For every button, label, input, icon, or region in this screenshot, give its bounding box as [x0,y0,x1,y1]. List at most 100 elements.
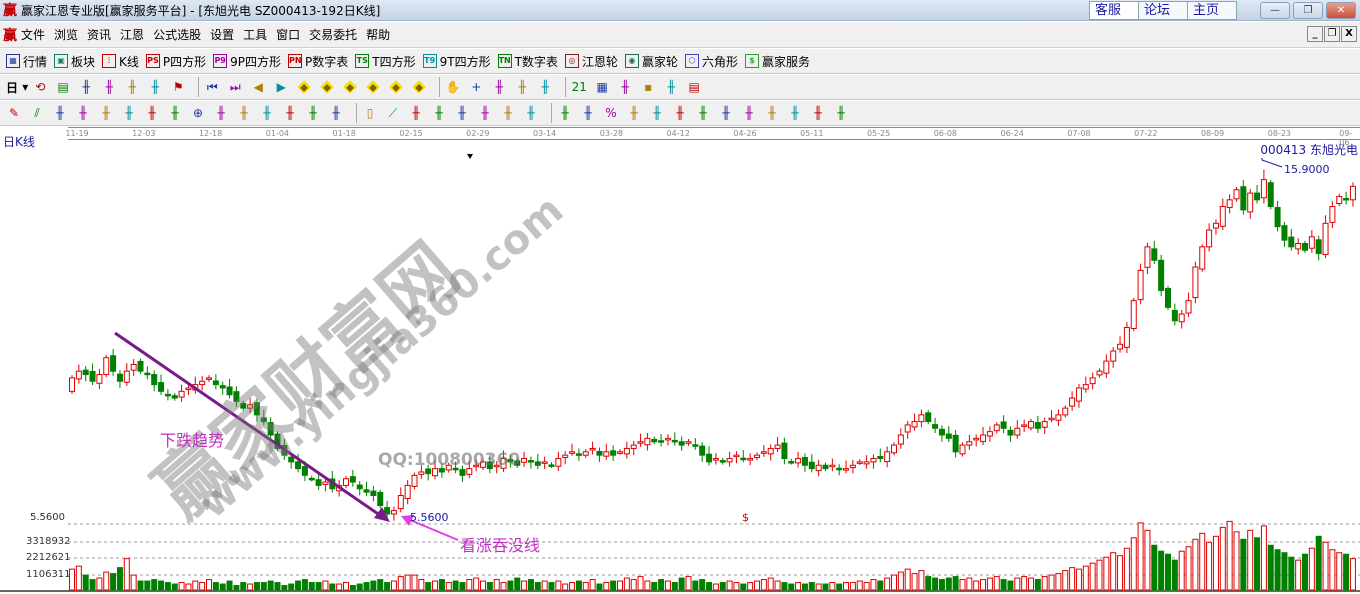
menu-trade[interactable]: 交易委托 [309,28,358,42]
split4-icon[interactable]: ╫ [332,106,340,120]
split-icon[interactable]: ╫ [263,106,271,120]
print-icon[interactable]: ▤ [688,80,700,94]
toolbar-p9-button[interactable]: P9 9P四方形 [213,53,281,70]
percent-icon[interactable]: % [605,106,617,120]
gann-circle-icon[interactable]: ╫ [653,106,661,120]
fib-icon[interactable]: ╫ [676,106,684,120]
toolbar-gann-wheel-button[interactable]: ◎ 江恩轮 [564,53,618,70]
line-tool-icon[interactable]: ╫ [495,80,503,94]
tab-customer-service[interactable]: 客服 [1089,1,1139,20]
fan2-icon[interactable]: ╫ [412,106,420,120]
fork2-icon[interactable]: ╫ [79,106,87,120]
menu-file[interactable]: 文件 [21,28,46,42]
close-button[interactable]: ✕ [1326,2,1356,19]
toolbar-winner-wheel-button[interactable]: ◉ 赢家轮 [624,53,678,70]
mdi-close-button[interactable]: X [1341,26,1357,42]
network-icon[interactable]: ╫ [667,80,675,94]
chart3-icon[interactable]: ╫ [82,80,90,94]
gann-icon[interactable]: ╫ [151,80,159,94]
period-select[interactable]: 日 ▾ [6,80,29,95]
volume-bar [658,579,665,591]
toolbar-hexagon-button[interactable]: ⬡ 六角形 [684,53,738,70]
split3-icon[interactable]: ╫ [309,106,317,120]
tab-forum[interactable]: 论坛 [1138,1,1188,20]
notes-icon[interactable]: ╫ [621,80,629,94]
pen-icon[interactable]: ✎ [8,106,20,120]
toolbar-table-button[interactable]: ▦ 行情 [6,53,47,70]
menu-gann[interactable]: 江恩 [120,28,145,42]
fib3-icon[interactable]: ╫ [722,106,730,120]
toolbar-t9-button[interactable]: T9 9T四方形 [422,53,491,70]
gann-box-icon[interactable]: ╫ [630,106,638,120]
trend-line-icon[interactable]: ⫽ [34,106,40,120]
grid2-icon[interactable]: ╫ [504,106,512,120]
menu-tools[interactable]: 工具 [243,28,268,42]
diamond-v-icon[interactable]: ◆ [412,80,427,94]
first-icon[interactable]: ⏮ [206,80,218,94]
split2-icon[interactable]: ╫ [286,106,294,120]
angle-icon[interactable]: ╫ [458,106,466,120]
diamond-left-icon[interactable]: ◆ [297,80,312,94]
fork-icon[interactable]: ╫ [56,106,64,120]
fib2-icon[interactable]: ╫ [699,106,707,120]
menu-settings[interactable]: 设置 [210,28,235,42]
toolbar-dollar-button[interactable]: $ 赢家服务 [744,53,810,70]
candle-type-icon[interactable]: ╫ [128,80,136,94]
menu-window[interactable]: 窗口 [276,28,301,42]
next-icon[interactable]: ▶ [276,80,286,94]
diamond-x-icon[interactable]: ◆ [366,80,381,94]
prev-icon[interactable]: ◀ [253,80,263,94]
grid-icon[interactable]: ╫ [481,106,489,120]
minimize-button[interactable]: — [1260,2,1290,19]
fib7-icon[interactable]: ╫ [814,106,822,120]
toolbar-pn-button[interactable]: PN P数字表 [288,53,348,70]
fork5-icon[interactable]: ╫ [148,106,156,120]
diamond-star-icon[interactable]: ◆ [389,80,404,94]
chart9-icon[interactable]: ╫ [105,80,113,94]
toolbar-ps-button[interactable]: PS P四方形 [145,53,206,70]
calendar-icon[interactable]: 21 [571,80,587,94]
toolbar-tn-button[interactable]: TN T数字表 [497,53,558,70]
document-icon[interactable]: ▤ [57,80,69,94]
save-icon[interactable]: ▪ [644,80,653,94]
menu-browse[interactable]: 浏览 [54,28,79,42]
toolbar-separator [565,77,567,97]
rect-icon[interactable]: ▯ [366,106,374,120]
gift-icon[interactable]: ╫ [518,80,526,94]
fan-icon[interactable]: ⟋ [388,106,398,120]
flag-icon[interactable]: ⚑ [172,80,184,94]
arrow-line-icon[interactable]: ╫ [171,106,179,120]
fork4-icon[interactable]: ╫ [125,106,133,120]
menu-help[interactable]: 帮助 [366,28,391,42]
lines-icon[interactable]: ╫ [527,106,535,120]
parallel-icon[interactable]: ╫ [217,106,225,120]
toolbar-ts-button[interactable]: TS T四方形 [355,53,416,70]
hand-icon[interactable]: ✋ [445,80,461,94]
pattern-icon[interactable]: ╫ [541,80,549,94]
dots-icon[interactable]: ╫ [240,106,248,120]
percent-arrow-icon[interactable]: ╫ [584,106,592,120]
fork3-icon[interactable]: ╫ [102,106,110,120]
toolbar-kline-button[interactable]: ⫶ K线 [102,53,139,70]
cycle-icon[interactable]: ⟲ [35,80,46,94]
last-icon[interactable]: ⏭ [229,80,241,94]
menu-formula[interactable]: 公式选股 [153,28,202,42]
fib6-icon[interactable]: ╫ [791,106,799,120]
menu-news[interactable]: 资讯 [87,28,112,42]
mdi-restore-button[interactable]: ❐ [1324,26,1340,42]
ruler-icon[interactable]: ╫ [561,106,569,120]
fib4-icon[interactable]: ╫ [745,106,753,120]
circle-cross-icon[interactable]: ⊕ [192,106,204,120]
mdi-minimize-button[interactable]: _ [1307,26,1323,42]
fib5-icon[interactable]: ╫ [768,106,776,120]
crosshair-icon[interactable]: + [471,80,482,94]
calculator-icon[interactable]: ▦ [596,80,608,94]
fib8-icon[interactable]: ╫ [837,106,845,120]
toolbar-blocks-button[interactable]: ▣ 板块 [54,53,95,70]
tab-home[interactable]: 主页 [1187,1,1237,20]
diamond-h-icon[interactable]: ◆ [343,80,358,94]
fan3-icon[interactable]: ╫ [435,106,443,120]
diamond-right-icon[interactable]: ◆ [320,80,335,94]
restore-button[interactable]: ❐ [1293,2,1323,19]
kline-chart[interactable]: 11-19 12-03 12-18 01-04 01-18 02-15 02-29 03-14… [0,127,1360,594]
